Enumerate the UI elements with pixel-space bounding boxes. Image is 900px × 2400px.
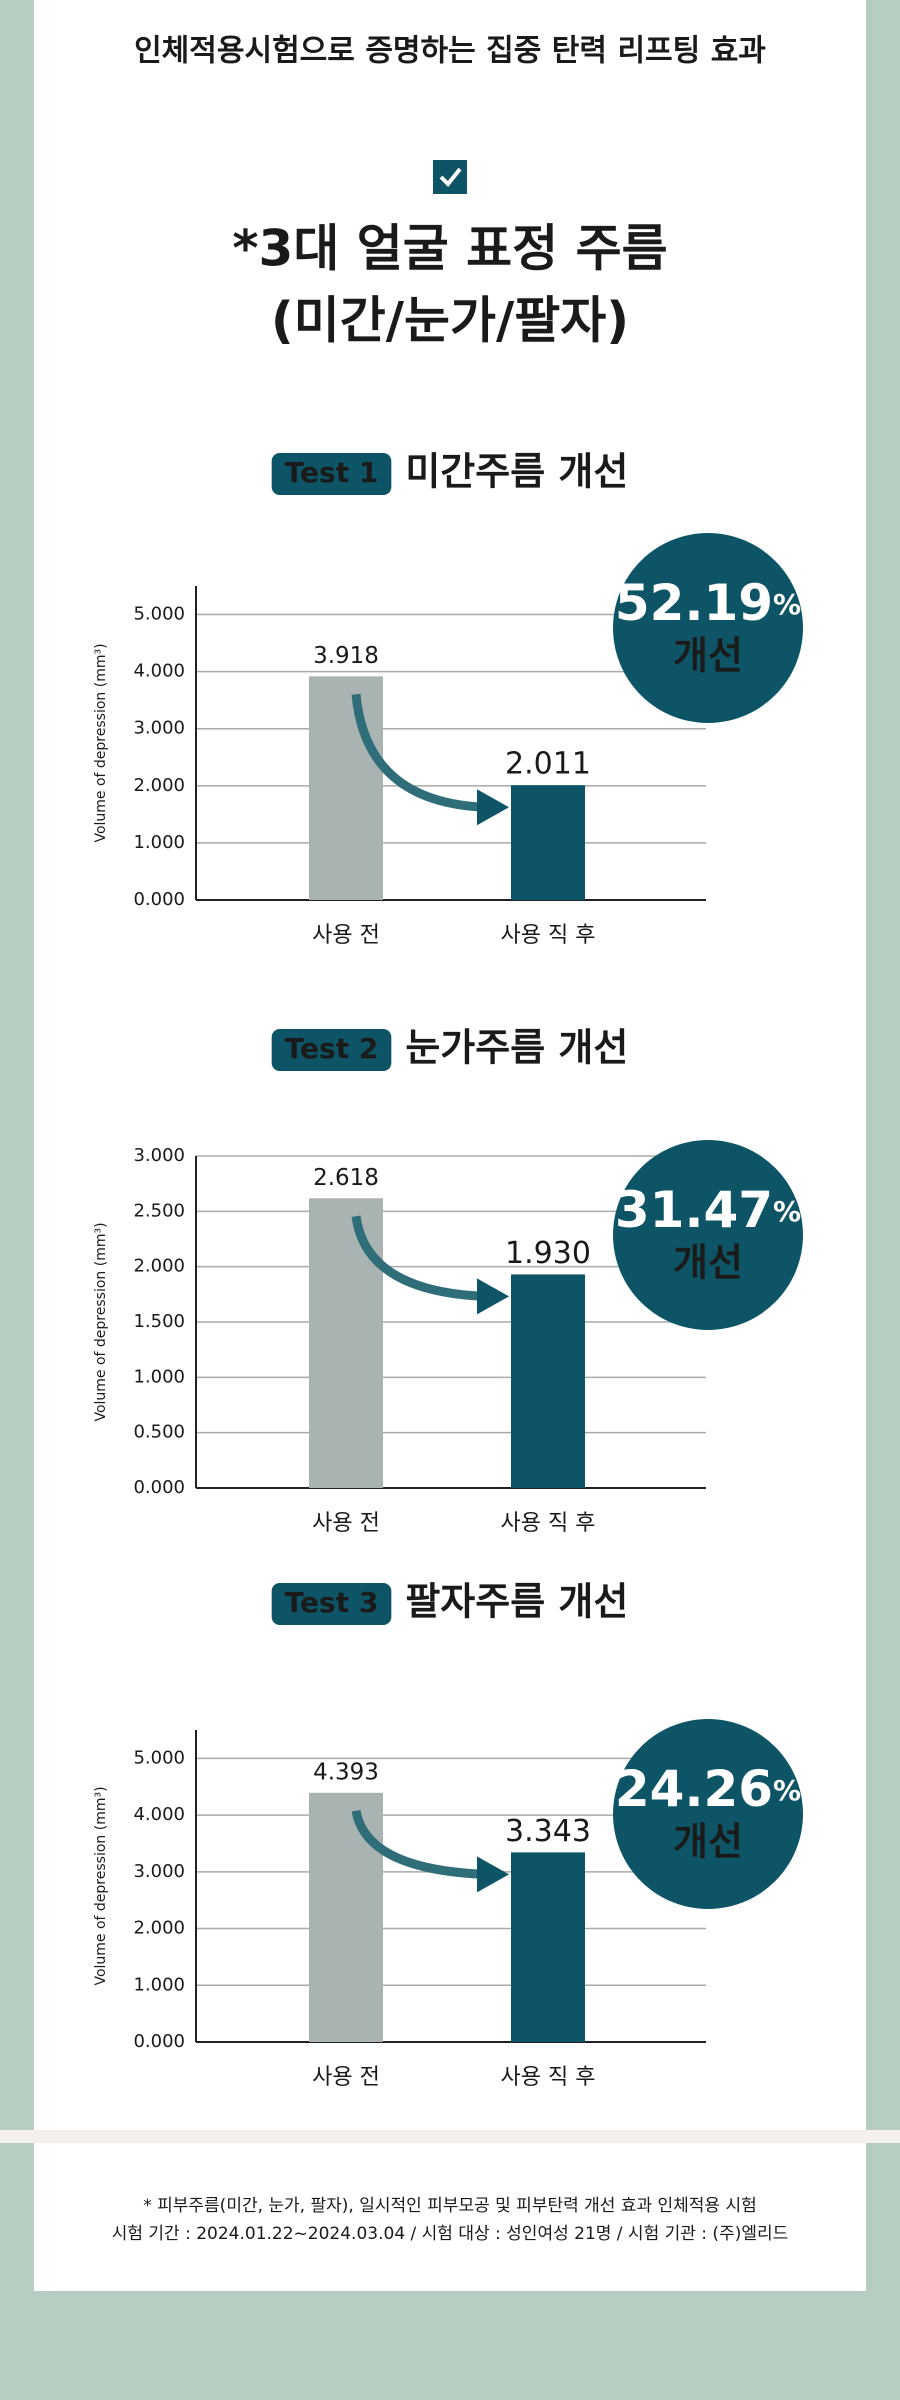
x-tick-label: 사용 직 후 <box>501 923 596 948</box>
improvement-unit: % <box>773 1774 801 1807</box>
trend-arrow-head <box>477 1856 509 1893</box>
bar <box>511 1274 585 1488</box>
improvement-unit: % <box>773 1195 801 1228</box>
value-label: 2.618 <box>313 1165 379 1191</box>
x-tick-label: 사용 전 <box>312 923 380 948</box>
trend-arrow <box>351 693 486 812</box>
heading-line: *3대 얼굴 표정 주름 <box>232 220 667 278</box>
footer-note: 시험 기간 : 2024.01.22~2024.03.04 / 시험 대상 : … <box>112 2224 789 2244</box>
y-tick-label: 2.000 <box>133 1256 185 1277</box>
heading-line: (미간/눈가/팔자) <box>271 292 629 350</box>
footer-panel <box>34 2143 866 2291</box>
x-tick-label: 사용 전 <box>312 1511 380 1536</box>
value-label: 3.918 <box>313 643 379 669</box>
improvement-value: 31.47% <box>615 1181 801 1239</box>
trend-arrow <box>351 1809 486 1879</box>
footer-note: * 피부주름(미간, 눈가, 팔자), 일시적인 피부모공 및 피부탄력 개선 … <box>143 2196 757 2216</box>
y-tick-label: 0.000 <box>133 1477 185 1498</box>
y-tick-label: 2.500 <box>133 1200 185 1221</box>
y-axis-label: Volume of depression (mm³) <box>93 1786 109 1985</box>
value-label: 3.343 <box>505 1814 591 1849</box>
bar <box>309 1198 383 1488</box>
test-badge <box>271 453 392 495</box>
check-mark <box>439 167 462 187</box>
improvement-number: 31.47 <box>615 1181 773 1239</box>
chart-header: Test 3 팔자주름 개선 <box>271 1580 628 1625</box>
page-title: 인체적용시험으로 증명하는 집중 탄력 리프팅 효과 <box>134 34 766 69</box>
improvement-badge <box>613 1719 803 1909</box>
test-badge <box>271 1583 392 1625</box>
improvement-number: 24.26 <box>615 1760 773 1818</box>
chart-header: Test 2 눈가주름 개선 <box>271 1026 628 1071</box>
improvement-caption: 개선 <box>673 1241 743 1285</box>
y-axis-label: Volume of depression (mm³) <box>93 1222 109 1421</box>
improvement-unit: % <box>773 588 801 621</box>
y-tick-label: 4.000 <box>133 1804 185 1825</box>
chart-header: Test 1 미간주름 개선 <box>271 450 628 495</box>
y-tick-label: 5.000 <box>133 1747 185 1768</box>
improvement-caption: 개선 <box>673 634 743 678</box>
improvement-value: 52.19% <box>615 574 801 632</box>
y-tick-label: 5.000 <box>133 604 185 625</box>
y-tick-label: 1.000 <box>133 1974 185 1995</box>
y-tick-label: 2.000 <box>133 1918 185 1939</box>
bar <box>511 1852 585 2042</box>
bar <box>309 676 383 900</box>
test-badge <box>271 1029 392 1071</box>
chart-title: 미간주름 개선 <box>405 450 628 494</box>
y-tick-label: 1.000 <box>133 832 185 853</box>
chart-title: 팔자주름 개선 <box>405 1580 628 1624</box>
bar <box>309 1792 383 2042</box>
y-tick-label: 4.000 <box>133 661 185 682</box>
y-tick-label: 2.000 <box>133 775 185 796</box>
test-badge-label: Test 2 <box>285 1032 379 1065</box>
y-tick-label: 0.500 <box>133 1422 185 1443</box>
test-badge-label: Test 3 <box>285 1586 379 1619</box>
improvement-value: 24.26% <box>615 1760 801 1818</box>
improvement-caption: 개선 <box>673 1820 743 1864</box>
y-tick-label: 3.000 <box>133 1145 185 1166</box>
y-tick-label: 1.000 <box>133 1366 185 1387</box>
divider <box>0 2130 900 2143</box>
y-tick-label: 3.000 <box>133 1861 185 1882</box>
y-axis-label: Volume of depression (mm³) <box>93 643 109 842</box>
trend-arrow <box>351 1215 486 1301</box>
y-tick-label: 0.000 <box>133 889 185 910</box>
improvement-badge <box>613 1140 803 1330</box>
improvement-badge <box>613 533 803 723</box>
improvement-number: 52.19 <box>615 574 773 632</box>
x-tick-label: 사용 직 후 <box>501 2065 596 2090</box>
value-label: 4.393 <box>313 1759 379 1785</box>
value-label: 1.930 <box>505 1236 591 1271</box>
chart-title: 눈가주름 개선 <box>405 1026 628 1070</box>
value-label: 2.011 <box>505 747 591 782</box>
y-tick-label: 3.000 <box>133 718 185 739</box>
test-badge-label: Test 1 <box>285 456 379 489</box>
y-tick-label: 0.000 <box>133 2031 185 2052</box>
x-tick-label: 사용 전 <box>312 2065 380 2090</box>
y-tick-label: 1.500 <box>133 1311 185 1332</box>
check-box <box>433 160 467 194</box>
bar <box>511 785 585 900</box>
trend-arrow-head <box>477 1278 509 1315</box>
trend-arrow-head <box>477 789 509 826</box>
x-tick-label: 사용 직 후 <box>501 1511 596 1536</box>
